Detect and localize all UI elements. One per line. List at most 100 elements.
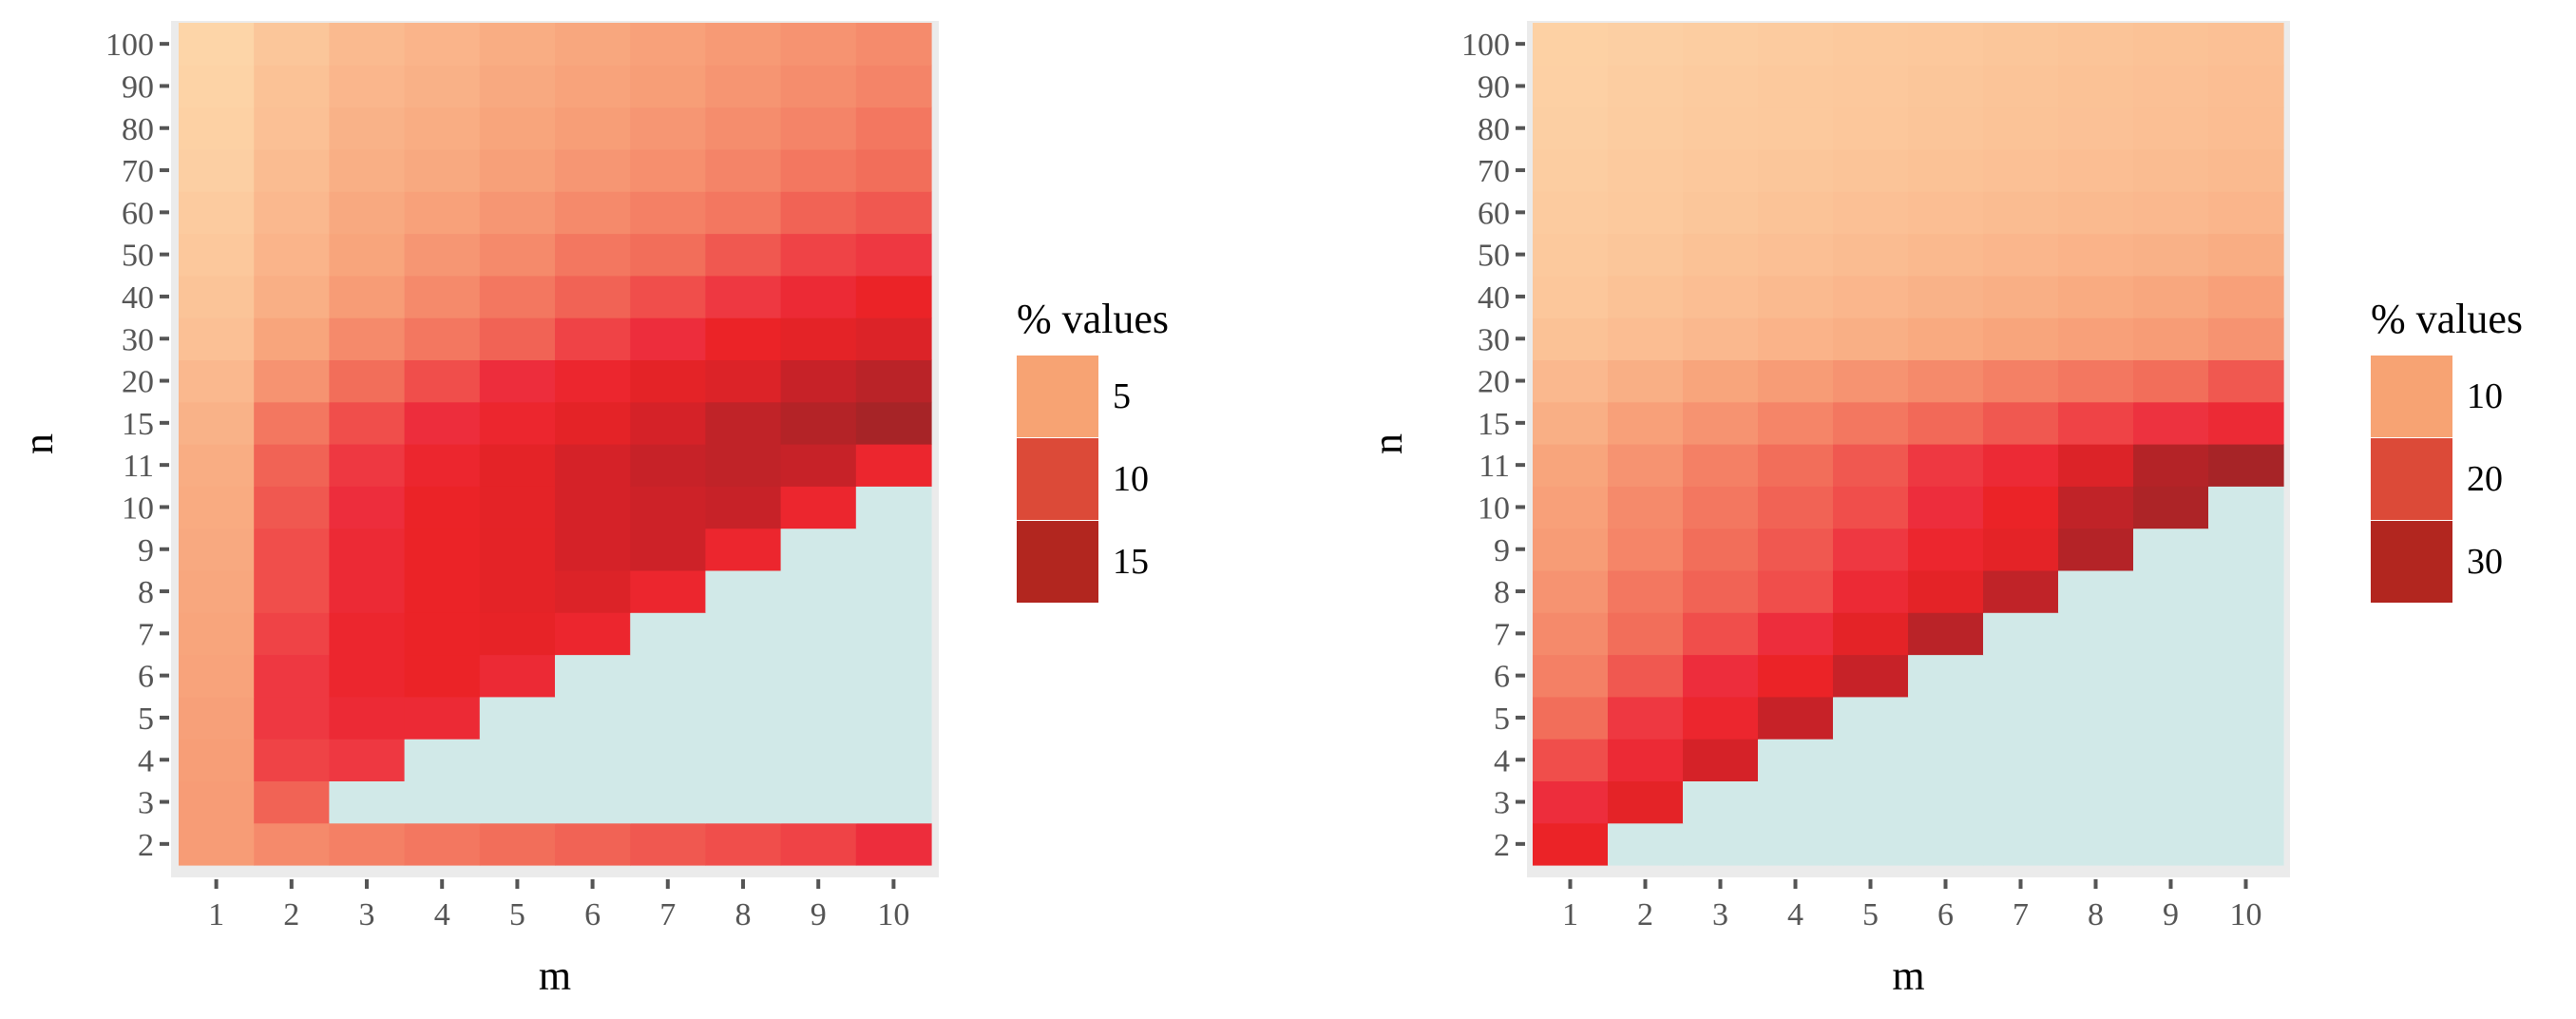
heatmap-cell <box>1908 822 1984 866</box>
heatmap-cell <box>705 401 782 445</box>
x-tick-label: 1 <box>1562 897 1578 932</box>
heatmap-cell <box>254 444 330 487</box>
heatmap-cell <box>254 739 330 781</box>
y-axis-title: n <box>1364 433 1411 454</box>
heatmap-cell <box>2208 233 2284 277</box>
heatmap-cell <box>1908 696 1984 740</box>
heatmap-cell <box>329 569 406 613</box>
heatmap-cell <box>179 822 255 866</box>
heatmap-cell <box>254 654 330 698</box>
heatmap-cell <box>705 23 782 66</box>
heatmap-cell <box>855 696 932 740</box>
heatmap-cell <box>1608 275 1684 318</box>
heatmap-cell <box>1908 191 1984 235</box>
heatmap-cell <box>329 444 406 487</box>
heatmap-cell <box>1608 65 1684 108</box>
heatmap-cell <box>555 822 631 866</box>
y-tick-label: 90 <box>1478 69 1510 105</box>
heatmap-cell <box>1533 696 1609 740</box>
legend-title: % values <box>2371 296 2523 342</box>
y-tick-label: 6 <box>1494 660 1510 695</box>
heatmap-cell <box>1608 569 1684 613</box>
y-tick-label: 70 <box>122 154 154 189</box>
heatmap-cell <box>2208 191 2284 235</box>
heatmap-cell <box>1908 148 1984 192</box>
heatmap-cell <box>179 317 255 360</box>
heatmap-cell <box>1983 191 2059 235</box>
heatmap-cell <box>2058 148 2134 192</box>
y-tick-label: 40 <box>122 280 154 316</box>
heatmap-cell <box>780 739 857 781</box>
heatmap-cell <box>1533 401 1609 445</box>
heatmap-cell <box>1533 654 1609 698</box>
heatmap-cell <box>479 233 556 277</box>
heatmap-cell <box>1533 569 1609 613</box>
heatmap-cell <box>855 233 932 277</box>
x-tick-label: 10 <box>2230 897 2262 932</box>
heatmap-cell <box>329 317 406 360</box>
heatmap-cell <box>1533 822 1609 866</box>
heatmap-cell <box>479 528 556 571</box>
heatmap-cell <box>780 233 857 277</box>
heatmap-cell <box>179 275 255 318</box>
heatmap-cell <box>2058 317 2134 360</box>
heatmap-cell <box>2058 106 2134 150</box>
heatmap-cell <box>254 822 330 866</box>
heatmap-cell <box>329 528 406 571</box>
heatmap-cell <box>2058 612 2134 656</box>
heatmap-cell <box>254 612 330 656</box>
heatmap-cell <box>404 275 481 318</box>
heatmap-cell <box>1983 444 2059 487</box>
heatmap-cell <box>630 528 706 571</box>
x-tick-label: 4 <box>434 897 450 932</box>
heatmap-cell <box>1608 486 1684 529</box>
heatmap-cell <box>1983 148 2059 192</box>
heatmap-cell <box>555 654 631 698</box>
heatmap-cell <box>1758 780 1834 824</box>
heatmap-cell <box>1608 822 1684 866</box>
heatmap-cell <box>1758 696 1834 740</box>
heatmap-cell <box>1758 401 1834 445</box>
heatmap-cell <box>1533 739 1609 781</box>
heatmap-cell <box>179 654 255 698</box>
heatmap-cell <box>630 486 706 529</box>
heatmap-cell <box>1908 569 1984 613</box>
heatmap-cell <box>855 780 932 824</box>
heatmap-cell <box>404 317 481 360</box>
heatmap-cell <box>1758 654 1834 698</box>
y-tick-label: 60 <box>1478 196 1510 231</box>
legend-label: 5 <box>1113 376 1131 416</box>
x-tick-label: 4 <box>1787 897 1803 932</box>
heatmap-cell <box>1758 317 1834 360</box>
heatmap-cell <box>630 612 706 656</box>
heatmap-cell <box>329 191 406 235</box>
heatmap-cell <box>479 569 556 613</box>
heatmap-cell <box>705 148 782 192</box>
heatmap-cell <box>2058 822 2134 866</box>
heatmap-cell <box>780 486 857 529</box>
heatmap-cell <box>2058 696 2134 740</box>
heatmap-cell <box>1833 696 1909 740</box>
heatmap-cell <box>2058 739 2134 781</box>
heatmap-cell <box>1983 233 2059 277</box>
heatmap-cell <box>1683 569 1759 613</box>
heatmap-cell <box>780 106 857 150</box>
heatmap-cell <box>1983 106 2059 150</box>
heatmap-cell <box>479 148 556 192</box>
heatmap-cell <box>254 317 330 360</box>
heatmap-cell <box>1758 486 1834 529</box>
heatmap-cell <box>555 191 631 235</box>
heatmap-cell <box>179 23 255 66</box>
heatmap-cell <box>329 106 406 150</box>
heatmap-cell <box>1908 444 1984 487</box>
heatmap-cell <box>1908 739 1984 781</box>
heatmap-cell <box>329 148 406 192</box>
heatmap-cell <box>329 739 406 781</box>
heatmap-cell <box>555 65 631 108</box>
heatmap-cell <box>1833 569 1909 613</box>
heatmap-cell <box>1683 739 1759 781</box>
heatmap-cell <box>555 528 631 571</box>
x-tick-label: 3 <box>1712 897 1728 932</box>
heatmap-cell <box>404 612 481 656</box>
heatmap-cell <box>2133 401 2209 445</box>
